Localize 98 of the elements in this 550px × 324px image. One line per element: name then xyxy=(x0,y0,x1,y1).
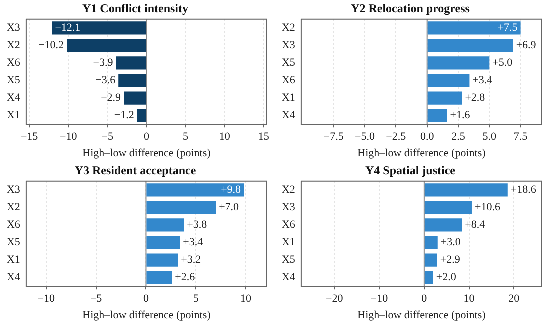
y-tick-label: X3 xyxy=(282,202,296,214)
x-axis-title: High–low difference (points) xyxy=(358,309,486,322)
y-tick-label: X1 xyxy=(6,254,20,266)
x-tick-label: 7.5 xyxy=(514,131,528,144)
data-label: +2.0 xyxy=(436,272,457,284)
y-tick-label: X6 xyxy=(282,74,296,87)
data-label: +1.6 xyxy=(450,110,471,122)
y-tick-label: X5 xyxy=(6,74,21,87)
x-tick-label: 15 xyxy=(258,131,270,144)
chart-title: Y4 Spatial justice xyxy=(366,163,456,178)
y-tick-label: X5 xyxy=(282,57,296,70)
x-tick-label: 10 xyxy=(219,131,231,144)
bar xyxy=(428,39,514,52)
bar xyxy=(424,271,434,284)
x-tick-label: −5 xyxy=(102,131,114,144)
bar xyxy=(146,218,184,232)
bar xyxy=(424,218,462,232)
bar xyxy=(146,236,180,250)
chart-title: Y1 Conflict intensity xyxy=(82,1,188,16)
y-tick-label: X1 xyxy=(6,110,20,122)
data-label: −3.9 xyxy=(93,57,114,70)
y-tick-label: X2 xyxy=(6,202,20,214)
data-label: +3.8 xyxy=(187,219,208,232)
y-tick-label: X3 xyxy=(6,22,21,34)
data-label: +7.0 xyxy=(219,202,240,214)
y-tick-label: X4 xyxy=(282,110,296,122)
y-tick-label: X4 xyxy=(6,272,21,284)
data-label: +3.2 xyxy=(181,254,202,266)
data-label: +5.0 xyxy=(492,57,514,70)
x-tick-label: 0 xyxy=(144,131,150,144)
data-label: +10.6 xyxy=(474,202,501,214)
x-tick-label: −10 xyxy=(60,131,78,144)
y-tick-label: X2 xyxy=(282,184,296,196)
bar xyxy=(428,56,490,70)
bar xyxy=(424,236,438,250)
x-tick-label: −7.5 xyxy=(324,131,344,144)
bar xyxy=(424,254,438,267)
x-axis-title: High–low difference (points) xyxy=(82,147,212,160)
x-tick-label: −20 xyxy=(326,293,344,306)
y-tick-label: X3 xyxy=(6,184,21,196)
y-tick-label: X4 xyxy=(6,92,21,104)
x-axis-title: High–low difference (points) xyxy=(82,309,212,322)
x-tick-label: −10 xyxy=(370,293,389,306)
y-tick-label: X2 xyxy=(6,40,20,52)
data-label: +3.0 xyxy=(440,236,462,249)
y-tick-label: X1 xyxy=(282,92,296,104)
x-tick-label: 10 xyxy=(240,293,252,306)
x-tick-label: −10 xyxy=(38,293,56,306)
bar xyxy=(428,22,521,35)
x-tick-label: 20 xyxy=(508,293,520,306)
data-label: +6.9 xyxy=(516,40,537,52)
data-label: −12.1 xyxy=(55,22,81,34)
data-label: −3.6 xyxy=(96,74,116,87)
data-label: +8.4 xyxy=(465,219,486,232)
data-label: +3.4 xyxy=(183,236,204,249)
bar xyxy=(146,254,178,267)
chart-title: Y3 Resident acceptance xyxy=(74,163,197,178)
y-tick-label: X6 xyxy=(6,57,21,70)
x-tick-label: −15 xyxy=(20,131,39,144)
x-tick-label: −2.5 xyxy=(386,131,407,144)
x-tick-label: 0.0 xyxy=(420,131,435,144)
x-tick-label: 0 xyxy=(422,293,428,306)
y-tick-label: X5 xyxy=(282,254,296,266)
bar xyxy=(424,184,508,197)
bar xyxy=(428,109,448,122)
y-tick-label: X1 xyxy=(282,236,296,249)
data-label: +3.4 xyxy=(472,74,494,87)
data-label: −1.2 xyxy=(114,110,134,122)
bar xyxy=(146,201,216,214)
data-label: +9.8 xyxy=(221,184,242,196)
data-label: +18.6 xyxy=(510,184,537,196)
bar xyxy=(428,92,462,105)
data-label: +2.6 xyxy=(175,272,196,284)
data-label: −10.2 xyxy=(38,40,64,52)
data-label: +2.8 xyxy=(465,92,486,104)
bar xyxy=(146,184,244,197)
bar xyxy=(146,271,172,284)
x-axis-title: High–low difference (points) xyxy=(358,147,486,160)
y-tick-label: X3 xyxy=(282,40,296,52)
x-tick-label: 10 xyxy=(464,293,476,306)
x-tick-label: 5 xyxy=(183,131,190,144)
x-tick-label: −5 xyxy=(90,293,103,306)
x-tick-label: 0 xyxy=(143,293,150,306)
y-tick-label: X6 xyxy=(6,219,21,232)
y-tick-label: X4 xyxy=(282,272,296,284)
x-tick-label: 5.0 xyxy=(482,131,498,144)
data-label: −2.9 xyxy=(101,92,122,104)
bar xyxy=(428,74,470,88)
y-tick-label: X2 xyxy=(282,22,296,34)
chart-title: Y2 Relocation progress xyxy=(351,1,470,16)
y-tick-label: X6 xyxy=(282,219,296,232)
x-tick-label: 2.5 xyxy=(452,131,466,144)
y-tick-label: X5 xyxy=(6,236,21,249)
x-tick-label: 5 xyxy=(193,293,200,306)
data-label: +2.9 xyxy=(440,254,461,266)
data-label: +7.5 xyxy=(498,22,518,34)
x-tick-label: −5.0 xyxy=(355,131,376,144)
bar xyxy=(424,201,472,214)
